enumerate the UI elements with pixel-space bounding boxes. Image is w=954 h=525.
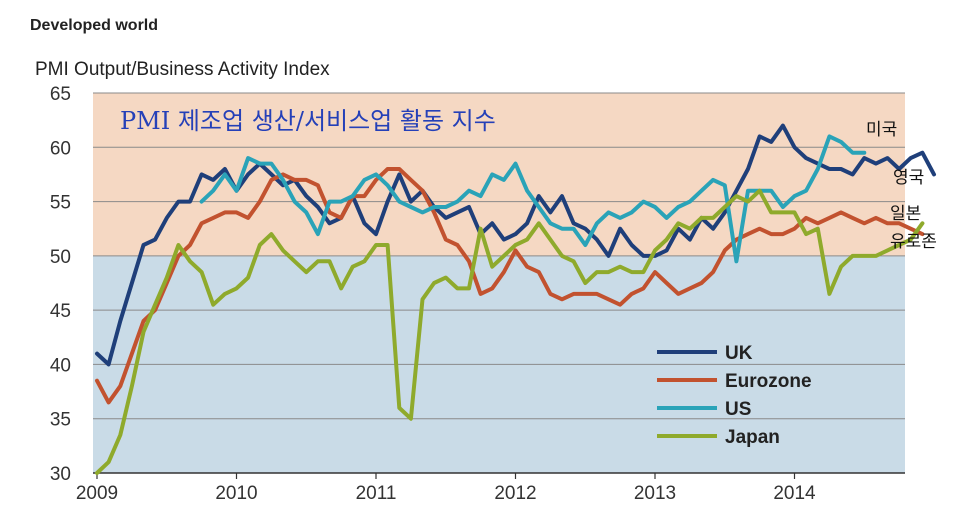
annotation-eurozone: 유로존 bbox=[890, 232, 937, 252]
x-tick-label-2009: 2009 bbox=[76, 483, 118, 504]
y-tick-label-55: 55 bbox=[50, 193, 71, 214]
y-tick-label-35: 35 bbox=[50, 410, 71, 431]
series-line-japan bbox=[95, 188, 925, 475]
overlay-title: PMI 제조업 생산/서비스업 활동 지수 bbox=[120, 107, 496, 135]
x-tick-label-2014: 2014 bbox=[773, 483, 816, 504]
tick-labels: 30 35 40 45 50 55 60 65 2009 2010 2011 2012 2013 2014 bbox=[50, 84, 816, 504]
legend: UK Eurozone US Japan bbox=[657, 343, 812, 448]
chart-title: PMI Output/Business Activity Index bbox=[35, 59, 330, 80]
annotation-uk: 영국 bbox=[893, 168, 924, 188]
header-label: Developed world bbox=[30, 17, 158, 34]
x-tick-label-2011: 2011 bbox=[356, 483, 397, 504]
gridlines bbox=[93, 92, 905, 420]
y-tick-label-50: 50 bbox=[50, 247, 71, 268]
annotations: 미국 영국 일본 유로존 bbox=[866, 120, 937, 252]
background-bands bbox=[93, 93, 905, 473]
legend-label-us: US bbox=[725, 399, 751, 420]
series-line-us bbox=[199, 134, 867, 264]
x-tick-label-2013: 2013 bbox=[634, 483, 676, 504]
annotation-us: 미국 bbox=[866, 120, 897, 140]
series-lines bbox=[95, 123, 936, 475]
legend-label-eurozone: Eurozone bbox=[725, 371, 812, 392]
annotation-japan: 일본 bbox=[890, 204, 921, 224]
x-tick-label-2010: 2010 bbox=[215, 483, 257, 504]
y-tick-label-30: 30 bbox=[50, 464, 71, 485]
series-line-eurozone bbox=[95, 167, 925, 405]
y-tick-label-40: 40 bbox=[50, 355, 71, 376]
y-tick-label-45: 45 bbox=[50, 301, 71, 322]
y-tick-label-60: 60 bbox=[50, 138, 71, 159]
x-tick-label-2012: 2012 bbox=[494, 483, 536, 504]
y-tick-label-65: 65 bbox=[50, 84, 71, 105]
legend-label-uk: UK bbox=[725, 343, 753, 364]
legend-label-japan: Japan bbox=[725, 427, 780, 448]
